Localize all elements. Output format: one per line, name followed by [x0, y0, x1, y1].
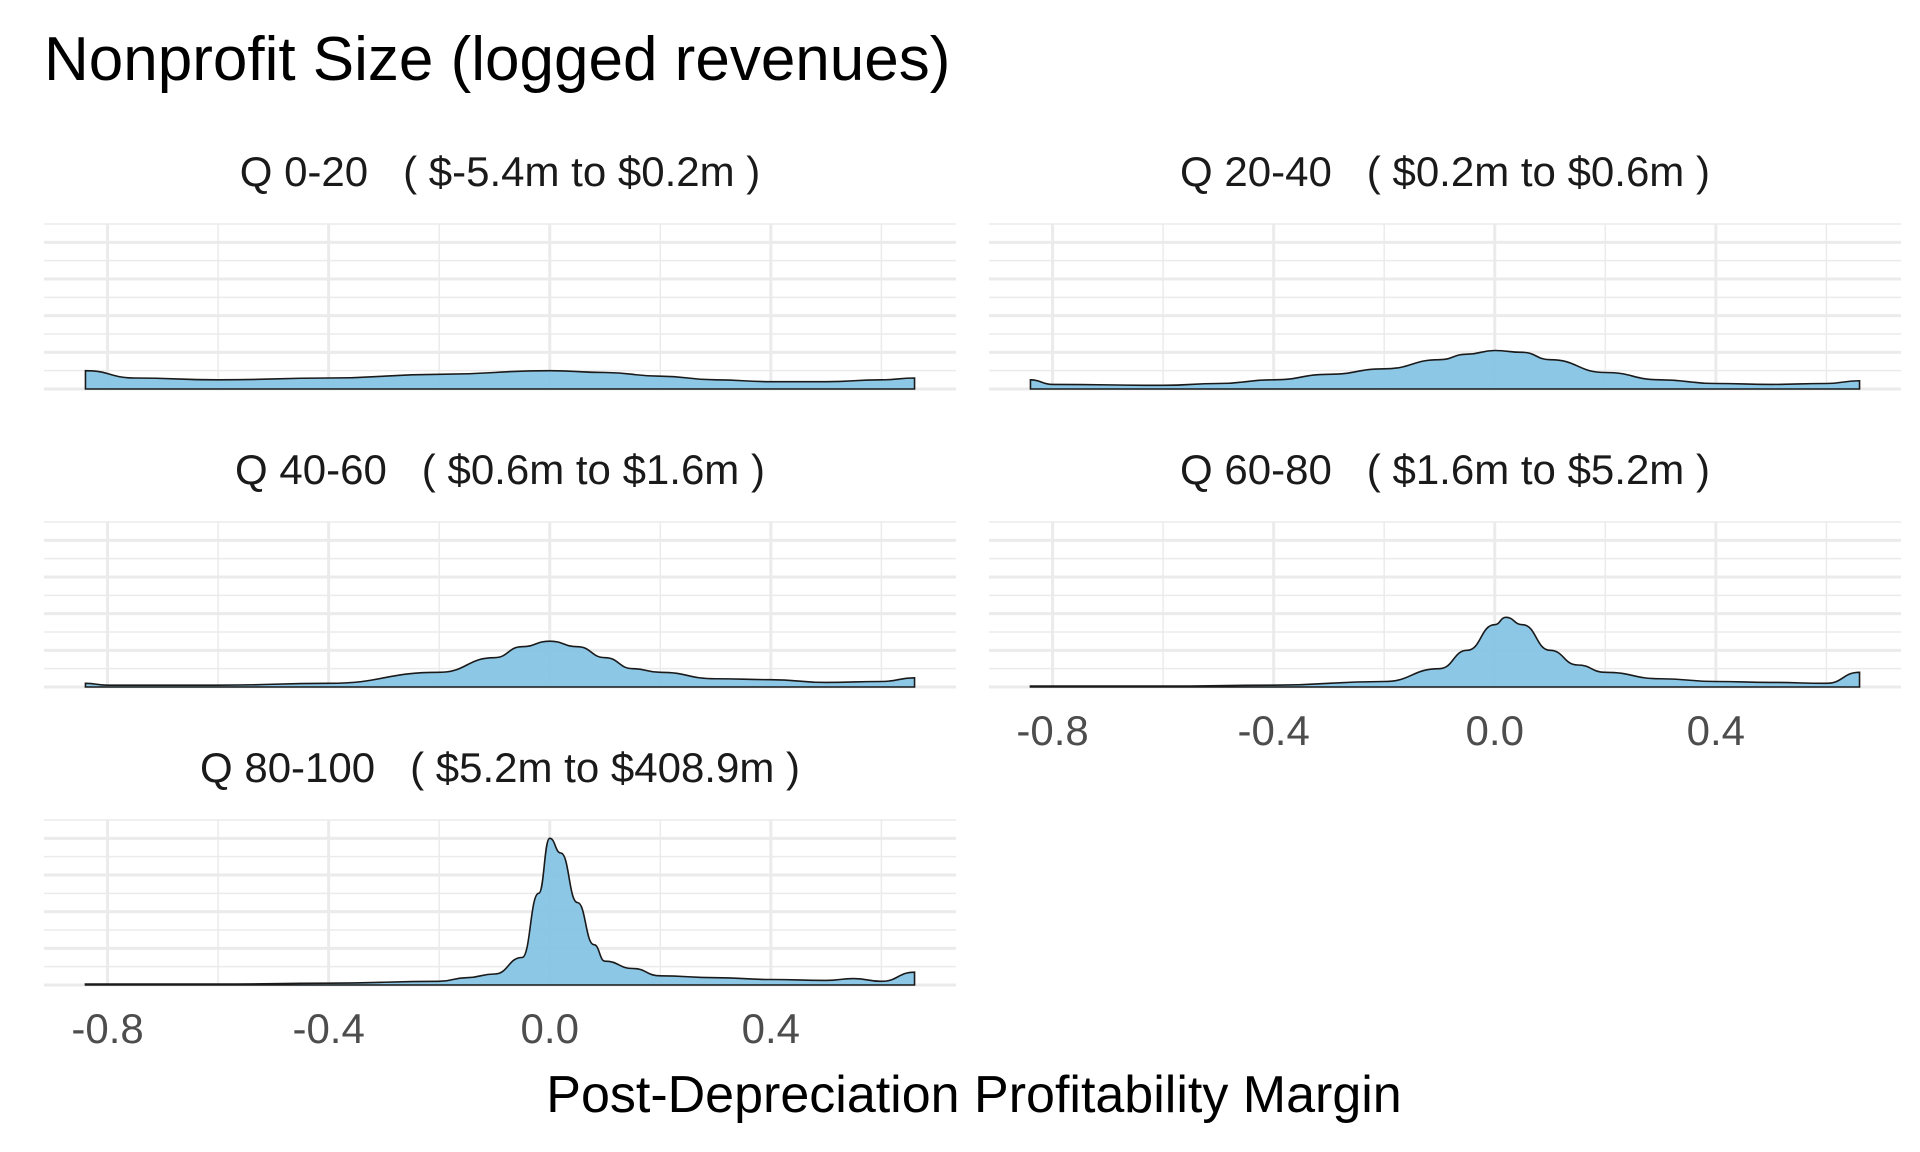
density-area	[1029, 349, 1861, 390]
density-area	[84, 640, 916, 688]
facet-panel: Q 60-80 ( $1.6m to $5.2m ) -0.8 -0.4 0.0 0.4	[989, 446, 1901, 754]
facet-panels: Q 0-20 ( $-5.4m to $0.2m ) Q 20-40 ( $0.2…	[44, 148, 1901, 1052]
facet-title: Q 40-60 ( $0.6m to $1.6m )	[235, 446, 765, 493]
facet-title: Q 0-20 ( $-5.4m to $0.2m )	[240, 148, 761, 195]
x-tick-label: 0.0	[1466, 707, 1524, 754]
facet-panel: Q 80-100 ( $5.2m to $408.9m ) -0.8 -0.4 0.0…	[44, 744, 956, 1052]
density-area	[1029, 616, 1861, 688]
x-tick-label: 0.4	[1687, 707, 1745, 754]
facet-panel: Q 20-40 ( $0.2m to $0.6m )	[989, 148, 1901, 391]
facet-title: Q 60-80 ( $1.6m to $5.2m )	[1180, 446, 1710, 493]
x-axis-title: Post-Depreciation Profitability Margin	[546, 1066, 1401, 1124]
x-tick-label: -0.4	[1237, 707, 1309, 754]
facet-panel: Q 40-60 ( $0.6m to $1.6m )	[44, 446, 956, 689]
density-area	[84, 837, 916, 986]
chart-title: Nonprofit Size (logged revenues)	[44, 25, 950, 94]
x-tick-label: 0.0	[521, 1005, 579, 1052]
x-tick-label: -0.8	[1016, 707, 1088, 754]
facet-title: Q 80-100 ( $5.2m to $408.9m )	[200, 744, 800, 791]
x-tick-label: 0.4	[742, 1005, 800, 1052]
x-tick-label: -0.8	[71, 1005, 143, 1052]
density-area	[84, 369, 916, 390]
x-tick-label: -0.4	[292, 1005, 364, 1052]
facet-panel: Q 0-20 ( $-5.4m to $0.2m )	[44, 148, 956, 391]
facet-title: Q 20-40 ( $0.2m to $0.6m )	[1180, 148, 1710, 195]
